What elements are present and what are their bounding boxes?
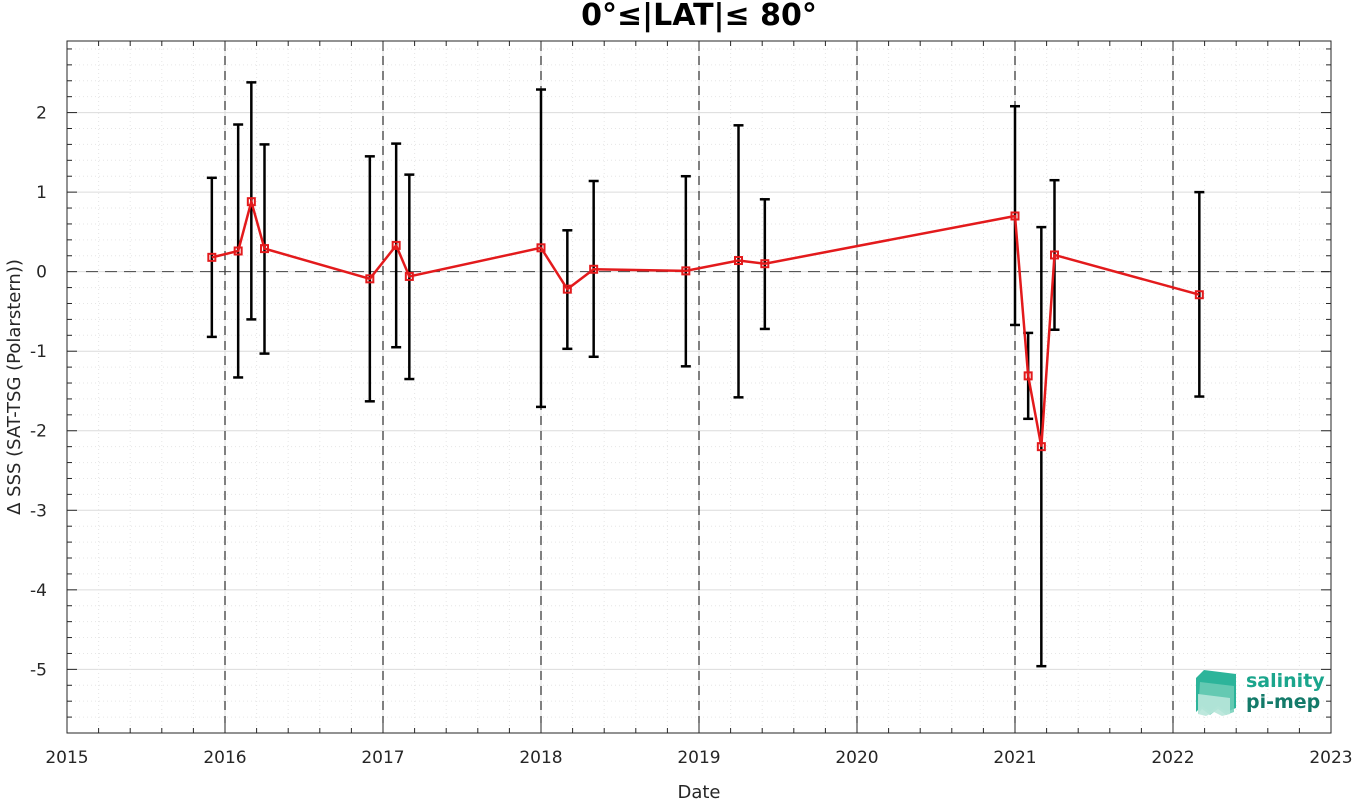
y-tick-label: -5 [30, 660, 47, 680]
x-tick-label: 2022 [1151, 748, 1194, 768]
logo-line-2: pi-mep [1246, 691, 1320, 713]
data-point [1194, 290, 1204, 300]
x-tick-label: 2023 [1309, 748, 1352, 768]
x-tick-label: 2020 [835, 748, 878, 768]
data-point [365, 274, 375, 284]
y-tick-label: 1 [36, 183, 47, 203]
data-point [1010, 211, 1020, 221]
logo-wave-icon [1196, 670, 1236, 716]
data-point [1023, 371, 1033, 381]
error-bars [206, 81, 1205, 668]
data-point [207, 252, 217, 262]
x-tick-label: 2017 [361, 748, 404, 768]
data-point [246, 197, 256, 207]
x-axis: 2015 2016 2017 2018 2019 2020 2021 2022 2023 [45, 41, 1353, 768]
y-tick-label: -1 [30, 342, 47, 362]
data-point [404, 271, 414, 281]
chart-title: 0°≤|LAT|≤ 80° [581, 0, 817, 33]
data-point [391, 240, 401, 250]
y-tick-label: -4 [30, 581, 47, 601]
data-point [562, 284, 572, 294]
x-tick-label: 2016 [203, 748, 246, 768]
series-line [211, 196, 1200, 447]
y-tick-label: 2 [36, 104, 47, 124]
y-axis: -5 -4 -3 -2 -1 0 1 2 [30, 48, 1331, 734]
salinity-pimep-logo: salinity pi-mep [1196, 670, 1325, 716]
x-axis-title: Date [677, 782, 720, 801]
x-tick-label: 2021 [993, 748, 1036, 768]
data-point [589, 264, 599, 274]
data-point [536, 243, 546, 253]
data-point [734, 256, 743, 266]
x-tick-label: 2019 [677, 748, 720, 768]
y-tick-label: 0 [36, 263, 47, 283]
data-point [681, 266, 691, 276]
data-point [1036, 442, 1046, 452]
x-tick-label: 2015 [45, 748, 88, 768]
y-tick-label: -2 [30, 422, 47, 442]
x-tick-label: 2018 [519, 748, 562, 768]
y-axis-title: Δ SSS (SAT-TSG (Polarstern)) [4, 259, 25, 515]
data-point [233, 246, 243, 256]
logo-line-1: salinity [1246, 670, 1325, 692]
data-markers [207, 197, 1204, 452]
y-tick-label: -3 [30, 501, 47, 521]
data-point [760, 259, 770, 269]
data-point [260, 244, 269, 254]
data-point [1050, 250, 1059, 260]
